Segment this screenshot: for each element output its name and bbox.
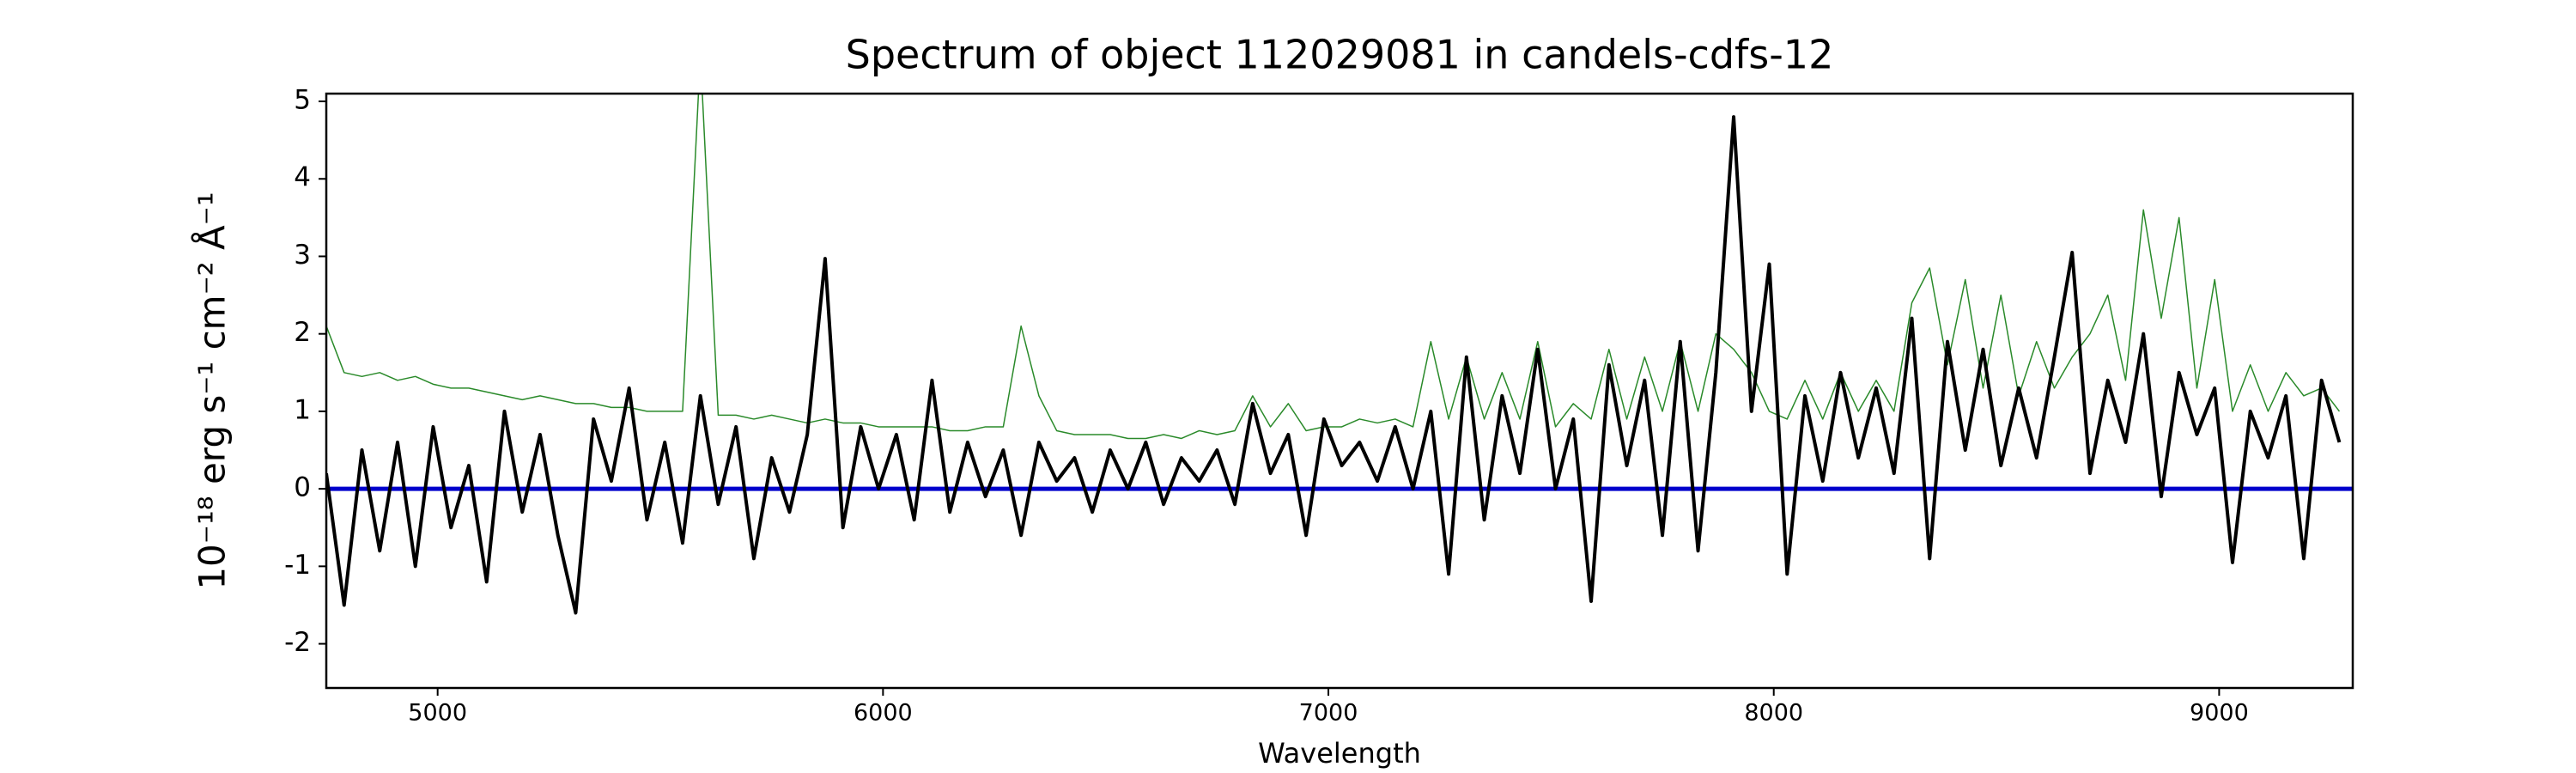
y-axis-label: 10⁻¹⁸ erg s⁻¹ cm⁻² Å⁻¹	[191, 192, 234, 589]
y-tick-label: 3	[294, 240, 311, 271]
plot-area	[326, 94, 2353, 615]
y-tick-label: 4	[294, 162, 311, 193]
spectrum-line	[326, 115, 2342, 615]
x-tick-label: 9000	[2190, 700, 2249, 727]
y-tick-label: -2	[284, 627, 311, 658]
x-tick-label: 7000	[1299, 700, 1358, 727]
spectrum-line	[326, 94, 2341, 440]
x-tick-label: 5000	[408, 700, 467, 727]
y-tick-label: 1	[294, 394, 311, 425]
y-tick-label: 0	[294, 472, 311, 503]
x-tick-label: 6000	[854, 700, 913, 727]
y-tick-label: 5	[294, 85, 311, 116]
chart-title: Spectrum of object 112029081 in candels-…	[846, 32, 1834, 78]
y-tick-label: 2	[294, 317, 311, 348]
x-tick-label: 8000	[1744, 700, 1803, 727]
plot-frame	[325, 92, 2354, 690]
x-axis-label: Wavelength	[1258, 737, 1421, 770]
y-tick-label: -1	[284, 550, 311, 581]
